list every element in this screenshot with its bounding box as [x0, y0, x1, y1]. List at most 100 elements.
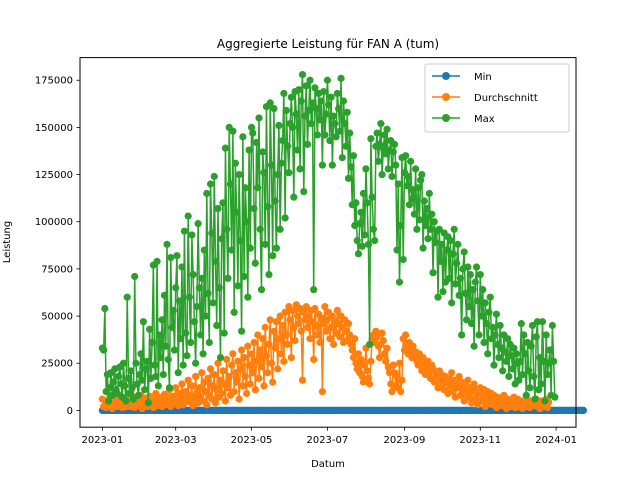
data-point [164, 355, 172, 364]
data-point [414, 184, 422, 192]
data-point [265, 270, 273, 279]
data-point [300, 187, 308, 196]
data-point [282, 106, 290, 115]
data-point [326, 137, 334, 145]
data-point [458, 331, 466, 339]
data-point [446, 237, 455, 245]
data-point [543, 403, 552, 412]
data-point [195, 384, 203, 392]
data-point [261, 240, 269, 248]
data-point [152, 372, 160, 381]
data-point [398, 376, 406, 384]
data-point [364, 374, 372, 382]
data-point [249, 369, 257, 377]
data-point [449, 250, 457, 258]
data-point [127, 367, 135, 375]
data-point [224, 274, 232, 282]
data-point [455, 291, 463, 299]
data-point [163, 240, 171, 248]
data-point [425, 189, 433, 198]
data-point [317, 314, 325, 322]
data-point [123, 293, 131, 301]
data-point [522, 391, 530, 399]
data-point [418, 170, 426, 179]
data-point [329, 112, 338, 120]
data-point [144, 399, 152, 407]
data-point [204, 374, 212, 382]
data-point [504, 335, 512, 343]
data-point [496, 321, 504, 330]
plot-area [79, 57, 588, 428]
data-point [527, 342, 535, 350]
data-point [221, 397, 230, 405]
data-point [477, 312, 486, 320]
data-point [305, 106, 313, 115]
data-point [272, 244, 281, 252]
data-point [293, 146, 302, 154]
data-point [318, 387, 327, 396]
data-point [480, 338, 488, 347]
data-point [257, 286, 266, 294]
data-point [192, 372, 200, 381]
data-point [412, 165, 420, 173]
data-point [246, 380, 254, 388]
data-point [249, 129, 257, 137]
data-point [245, 361, 253, 369]
data-point [415, 216, 423, 224]
data-point [448, 299, 456, 307]
data-point [475, 331, 483, 339]
data-point [349, 152, 358, 160]
x-tick-label: 2023-05 [231, 435, 273, 446]
data-point [402, 331, 410, 339]
data-point [240, 272, 248, 281]
data-point [474, 297, 482, 305]
y-axis: 0 25000 50000 75000 100000 125000 150000 175000 [35, 76, 80, 417]
data-point [295, 86, 303, 94]
data-point [229, 127, 237, 135]
data-point [242, 218, 251, 226]
data-point [131, 272, 139, 281]
data-point [275, 121, 283, 130]
data-point [505, 372, 513, 381]
data-point [150, 361, 159, 369]
data-point [160, 291, 169, 299]
data-point [472, 263, 481, 271]
data-point [464, 376, 472, 384]
data-point [484, 350, 492, 358]
data-point [358, 242, 366, 250]
data-point [287, 353, 295, 362]
data-point [352, 359, 360, 367]
data-point [124, 374, 133, 382]
data-point [292, 110, 300, 118]
y-axis-title: Leistung [2, 221, 13, 263]
data-point [515, 376, 523, 384]
data-point [225, 372, 233, 381]
data-point [234, 282, 242, 290]
data-point [316, 338, 324, 347]
data-point [510, 344, 518, 352]
data-point [195, 284, 203, 292]
legend-item-durchschnitt: Durchschnitt [432, 93, 538, 104]
data-point [541, 397, 549, 405]
data-point [334, 104, 343, 113]
data-point [321, 303, 329, 311]
data-point [424, 235, 432, 243]
data-point [238, 327, 246, 335]
data-point [173, 252, 181, 260]
series-max [98, 70, 559, 407]
data-point [413, 225, 421, 233]
data-point [221, 144, 230, 152]
data-point [244, 342, 252, 350]
data-point [290, 193, 298, 201]
data-point [168, 323, 176, 331]
data-point [528, 321, 537, 330]
data-point [530, 372, 538, 381]
data-point [260, 382, 268, 390]
data-point [297, 327, 305, 335]
data-point [492, 310, 501, 318]
data-point [184, 212, 192, 220]
data-point [397, 221, 405, 230]
data-point [325, 101, 333, 109]
legend: Min Durchschnitt Max [424, 63, 570, 133]
data-point [119, 359, 128, 367]
